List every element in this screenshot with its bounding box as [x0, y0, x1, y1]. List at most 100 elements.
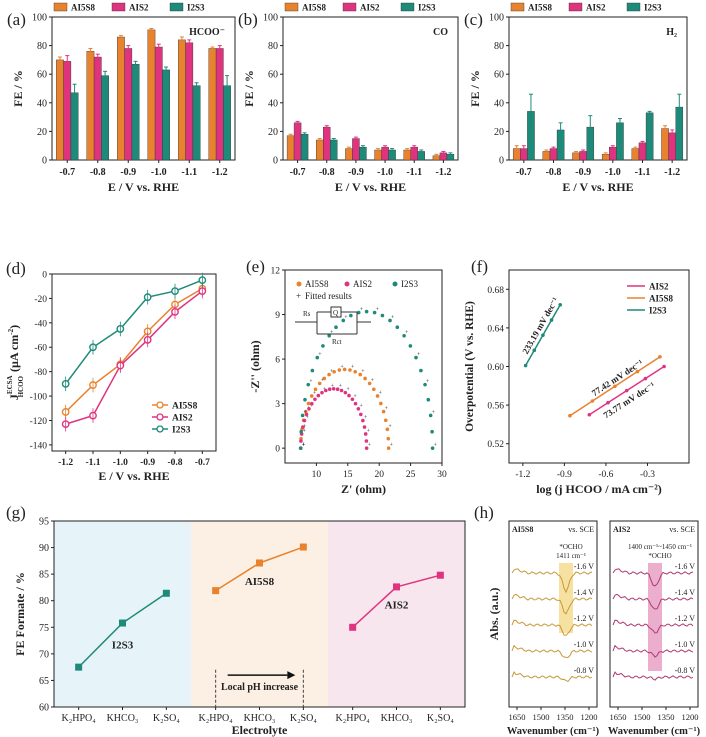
peak-note: 1400 cm⁻¹~1450 cm⁻¹ — [628, 543, 692, 551]
fit-marker: + — [359, 403, 363, 409]
y-axis-label: FE / % — [242, 70, 256, 107]
ir-spectrum-trace — [612, 568, 694, 587]
eis-point-aisss8 — [379, 401, 383, 406]
eis-point-aisss8 — [386, 436, 391, 441]
series-label: AIS2 — [385, 600, 409, 612]
bar-ais2--1.0 — [154, 46, 163, 161]
eis-point-i2s3 — [300, 413, 305, 418]
y-tick-label: 80 — [268, 41, 278, 52]
eis-point-ais2 — [362, 425, 367, 429]
y-tick-label: -100 — [30, 393, 48, 403]
y-tick-label: -20 — [34, 295, 47, 305]
bar-ais2--1.1 — [185, 42, 194, 161]
bar-i2s3--1.0 — [388, 149, 396, 161]
circuit-cpe — [330, 306, 342, 318]
fit-marker: + — [379, 390, 383, 396]
fit-marker: + — [310, 403, 314, 409]
bar-aisss8--0.8 — [316, 139, 324, 161]
eis-point-aisss8 — [337, 368, 342, 372]
x-tick-label: -0.8 — [319, 167, 335, 178]
plot-frame — [282, 16, 459, 161]
x-tick-label: -0.3 — [640, 470, 655, 480]
panel-label: (c) — [464, 10, 483, 29]
plot-frame — [284, 269, 443, 464]
bar-ais2--0.8 — [93, 56, 102, 161]
x-tick-label: -0.7 — [516, 167, 532, 178]
x-tick-label: -1.0 — [113, 458, 128, 468]
data-point — [532, 348, 537, 353]
x-tick-label: -1.1 — [85, 458, 100, 468]
legend-swatch — [284, 2, 299, 12]
y-tick-label: 60 — [39, 703, 49, 714]
series-line-ais2 — [65, 290, 203, 425]
eis-point-aisss8 — [332, 369, 336, 374]
x-axis-label: Wavenumber (cm⁻¹) — [608, 726, 701, 737]
eis-point-ais2 — [307, 406, 311, 411]
fit-marker: + — [364, 415, 368, 421]
x-tick-label: 1500 — [533, 712, 550, 722]
panel-label: (a) — [7, 10, 26, 29]
data-point — [523, 363, 528, 368]
bar-i2s3--0.8 — [330, 139, 338, 161]
bar-i2s3--1.0 — [162, 69, 170, 161]
x-tick-label: -0.7 — [290, 167, 306, 178]
bar-i2s3--0.8 — [101, 75, 109, 161]
eis-point-ais2 — [313, 397, 317, 402]
data-point — [624, 388, 629, 393]
y-tick-label: 0 — [499, 156, 504, 167]
x-tick-label: KHCO₃ — [244, 713, 276, 724]
y-tick-label: 0.68 — [487, 286, 504, 296]
data-point — [558, 302, 563, 307]
bar-aisss8--0.7 — [286, 135, 295, 161]
potential-label: -0.8 V — [675, 666, 696, 675]
fit-marker: + — [302, 443, 306, 449]
y-tick-label: 95 — [39, 517, 49, 528]
bar-ais2--0.8 — [549, 148, 558, 161]
y-tick-label: 60 — [37, 70, 47, 81]
bar-ais2--0.7 — [293, 122, 302, 161]
eis-point-i2s3 — [372, 310, 377, 315]
data-point — [643, 376, 648, 381]
y-tick-label: -40 — [34, 319, 47, 329]
x-tick-label: 1350 — [658, 712, 675, 722]
data-point — [162, 589, 170, 597]
eis-point-i2s3 — [310, 368, 315, 373]
panel-title: HCOO⁻ — [189, 27, 225, 38]
x-tick-label: 1200 — [581, 712, 598, 722]
x-tick-label: -0.9 — [140, 458, 155, 468]
section-bg-ai5s8 — [191, 521, 328, 707]
x-tick-label: 25 — [406, 470, 416, 480]
fit-marker: + — [426, 379, 430, 385]
reference-label: vs. SCE — [669, 525, 695, 534]
y-tick-label: 60 — [268, 70, 278, 81]
y-tick-label: 80 — [37, 41, 47, 52]
eis-point-aisss8 — [381, 409, 386, 414]
x-tick-label: K₂SO₄ — [290, 713, 317, 724]
circuit-label: Rct — [332, 338, 342, 346]
eis-point-i2s3 — [426, 397, 431, 402]
x-tick-label: K₂HPO₄ — [199, 713, 234, 724]
x-tick-label: -0.9 — [575, 167, 591, 178]
eis-point-i2s3 — [356, 310, 361, 315]
legend-entry: AIS2 — [360, 3, 380, 13]
x-tick-label: -0.6 — [598, 470, 613, 480]
eis-point-i2s3 — [428, 413, 433, 418]
eis-point-ais2 — [347, 393, 351, 398]
eis-point-i2s3 — [334, 325, 338, 330]
bar-aisss8--1.0 — [374, 149, 382, 161]
x-tick-label: -1.2 — [435, 167, 451, 178]
data-point — [606, 400, 610, 405]
eis-point-ais2 — [364, 446, 369, 450]
eis-point-aisss8 — [327, 372, 331, 377]
legend-entry: AI5S8 — [172, 402, 198, 412]
legend-entry: I2S3 — [172, 426, 191, 436]
eis-point-aisss8 — [385, 427, 390, 432]
legend-entry: Fitted results — [305, 291, 352, 301]
x-tick-label: -0.8 — [90, 167, 106, 178]
peak-note: *OCHO — [648, 552, 671, 560]
y-tick-label: 60 — [494, 70, 504, 81]
bar-aisss8--1.1 — [178, 39, 186, 161]
y-axis-label: FE / % — [468, 70, 482, 107]
eis-point-i2s3 — [364, 309, 369, 314]
